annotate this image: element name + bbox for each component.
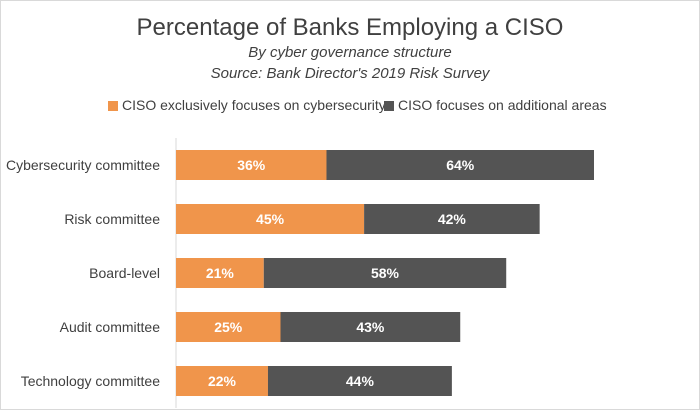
chart-subtitle: By cyber governance structure bbox=[248, 44, 452, 61]
bar-segment-additional-areas bbox=[280, 312, 461, 342]
data-label: 44% bbox=[346, 373, 375, 389]
data-label: 43% bbox=[356, 319, 385, 335]
bar-segment-additional-areas bbox=[364, 204, 540, 234]
data-label: 25% bbox=[214, 319, 243, 335]
bar-segment-cybersecurity-only bbox=[176, 150, 327, 180]
category-label: Risk committee bbox=[64, 211, 160, 227]
category-label: Board-level bbox=[89, 265, 160, 281]
chart-source: Source: Bank Director's 2019 Risk Survey bbox=[210, 65, 490, 82]
legend-item-additional-areas: CISO focuses on additional areas bbox=[384, 97, 607, 113]
data-label: 42% bbox=[438, 211, 467, 227]
data-label: 64% bbox=[446, 157, 475, 173]
legend-item-cybersecurity-only: CISO exclusively focuses on cybersecurit… bbox=[108, 97, 386, 113]
bar-segment-additional-areas bbox=[263, 258, 507, 288]
bar-segment-cybersecurity-only bbox=[176, 204, 365, 234]
bar-segment-cybersecurity-only bbox=[176, 312, 281, 342]
bar-segment-cybersecurity-only bbox=[176, 258, 264, 288]
legend-label: CISO exclusively focuses on cybersecurit… bbox=[122, 97, 386, 113]
data-label: 22% bbox=[208, 373, 237, 389]
bar-segment-cybersecurity-only bbox=[176, 366, 268, 396]
data-label: 45% bbox=[256, 211, 285, 227]
category-label: Technology committee bbox=[21, 373, 161, 389]
legend-swatch bbox=[384, 101, 394, 111]
category-label: Cybersecurity committee bbox=[6, 157, 160, 173]
legend-swatch bbox=[108, 101, 118, 111]
data-label: 21% bbox=[206, 265, 235, 281]
bar-segment-additional-areas bbox=[267, 366, 452, 396]
category-label: Audit committee bbox=[60, 319, 161, 335]
chart-title: Percentage of Banks Employing a CISO bbox=[136, 14, 564, 41]
legend-label: CISO focuses on additional areas bbox=[398, 97, 607, 113]
data-label: 36% bbox=[237, 157, 266, 173]
bar-segment-additional-areas bbox=[326, 150, 594, 180]
data-label: 58% bbox=[371, 265, 400, 281]
